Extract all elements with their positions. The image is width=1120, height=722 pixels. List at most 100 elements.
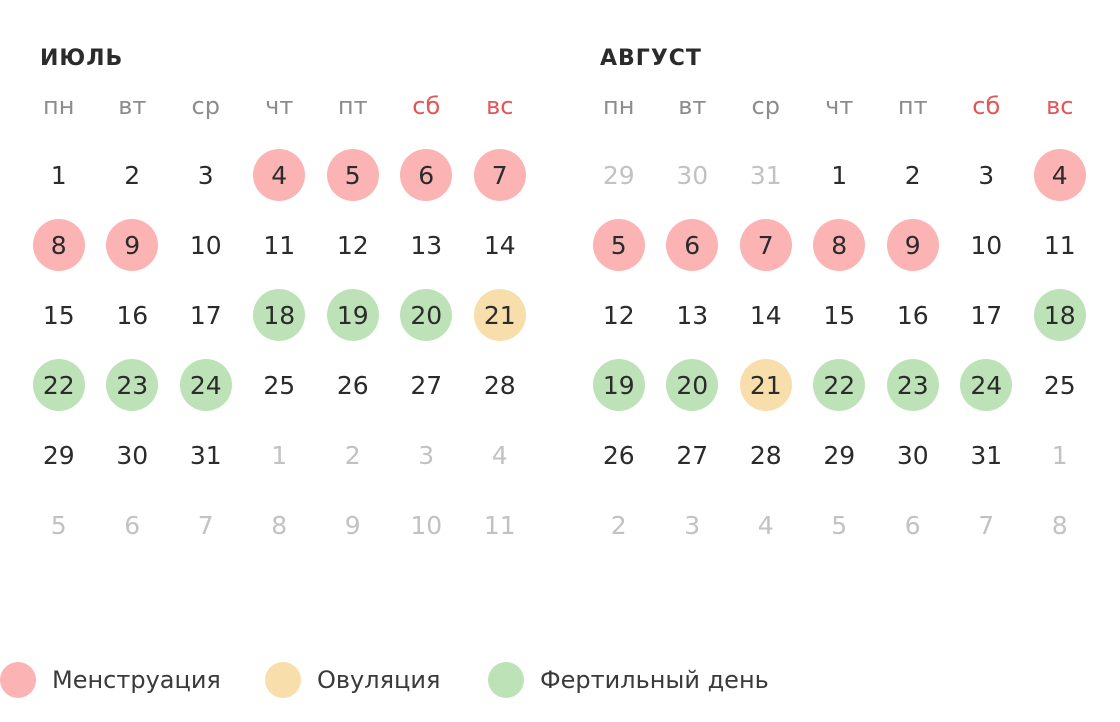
- day-cell-fertile[interactable]: 19: [582, 350, 656, 420]
- day-cell-other-month[interactable]: 11: [463, 490, 537, 560]
- day-cell[interactable]: 27: [390, 350, 464, 420]
- day-cell[interactable]: 11: [243, 210, 317, 280]
- day-cell[interactable]: 10: [169, 210, 243, 280]
- day-cell[interactable]: 30: [96, 420, 170, 490]
- day-cell-ovulation[interactable]: 21: [729, 350, 803, 420]
- day-cell[interactable]: 10: [950, 210, 1024, 280]
- day-cell-other-month[interactable]: 5: [803, 490, 877, 560]
- day-cell-other-month[interactable]: 3: [656, 490, 730, 560]
- day-number: 6: [400, 149, 453, 201]
- day-cell-other-month[interactable]: 1: [243, 420, 317, 490]
- day-cell[interactable]: 2: [876, 140, 950, 210]
- day-cell-other-month[interactable]: 7: [169, 490, 243, 560]
- day-cell-menstruation[interactable]: 7: [729, 210, 803, 280]
- day-cell-other-month[interactable]: 8: [1023, 490, 1097, 560]
- day-cell-fertile[interactable]: 24: [169, 350, 243, 420]
- day-cell-other-month[interactable]: 3: [390, 420, 464, 490]
- weekday-label: вт: [118, 92, 147, 120]
- legend-label: Менструация: [52, 666, 221, 694]
- day-cell[interactable]: 15: [22, 280, 96, 350]
- day-cell-other-month[interactable]: 5: [22, 490, 96, 560]
- day-cell[interactable]: 31: [950, 420, 1024, 490]
- day-cell[interactable]: 11: [1023, 210, 1097, 280]
- day-cell-fertile[interactable]: 20: [656, 350, 730, 420]
- day-cell-fertile[interactable]: 24: [950, 350, 1024, 420]
- day-cell-menstruation[interactable]: 8: [22, 210, 96, 280]
- day-cell-fertile[interactable]: 22: [22, 350, 96, 420]
- day-grid: 1 2 3 4 5 6 7 8 9 10 11 12 13 14 15 16 17 18 19 20 21 22 23 24 2…: [22, 140, 542, 560]
- day-cell-other-month[interactable]: 4: [463, 420, 537, 490]
- day-cell[interactable]: 30: [876, 420, 950, 490]
- day-cell-other-month[interactable]: 2: [316, 420, 390, 490]
- day-cell[interactable]: 17: [950, 280, 1024, 350]
- day-cell-fertile[interactable]: 19: [316, 280, 390, 350]
- day-cell-other-month[interactable]: 31: [729, 140, 803, 210]
- day-cell[interactable]: 14: [729, 280, 803, 350]
- day-cell[interactable]: 29: [22, 420, 96, 490]
- day-cell-other-month[interactable]: 29: [582, 140, 656, 210]
- day-cell-menstruation[interactable]: 4: [1023, 140, 1097, 210]
- day-cell-menstruation[interactable]: 7: [463, 140, 537, 210]
- day-cell[interactable]: 12: [582, 280, 656, 350]
- day-number: 1: [50, 160, 67, 190]
- day-number: 31: [189, 440, 222, 470]
- day-cell[interactable]: 1: [22, 140, 96, 210]
- day-number: 30: [896, 440, 929, 470]
- day-cell-other-month[interactable]: 1: [1023, 420, 1097, 490]
- day-cell-menstruation[interactable]: 6: [656, 210, 730, 280]
- day-cell[interactable]: 2: [96, 140, 170, 210]
- day-cell-fertile[interactable]: 20: [390, 280, 464, 350]
- day-cell[interactable]: 26: [582, 420, 656, 490]
- day-cell-menstruation[interactable]: 5: [316, 140, 390, 210]
- day-cell-menstruation[interactable]: 9: [876, 210, 950, 280]
- day-cell[interactable]: 15: [803, 280, 877, 350]
- day-cell-other-month[interactable]: 7: [950, 490, 1024, 560]
- day-cell-other-month[interactable]: 6: [876, 490, 950, 560]
- day-cell-other-month[interactable]: 9: [316, 490, 390, 560]
- day-cell-other-month[interactable]: 8: [243, 490, 317, 560]
- day-cell-fertile[interactable]: 18: [1023, 280, 1097, 350]
- day-cell[interactable]: 14: [463, 210, 537, 280]
- day-number: 18: [1033, 289, 1086, 341]
- day-cell-other-month[interactable]: 4: [729, 490, 803, 560]
- day-number: 31: [749, 160, 782, 190]
- day-cell[interactable]: 31: [169, 420, 243, 490]
- day-cell[interactable]: 16: [876, 280, 950, 350]
- month-title: ИЮЛЬ: [40, 46, 124, 71]
- day-cell[interactable]: 27: [656, 420, 730, 490]
- day-cell-fertile[interactable]: 23: [876, 350, 950, 420]
- day-cell-other-month[interactable]: 30: [656, 140, 730, 210]
- day-number: 12: [336, 230, 369, 260]
- day-number: 7: [473, 149, 526, 201]
- day-cell[interactable]: 13: [656, 280, 730, 350]
- day-cell[interactable]: 13: [390, 210, 464, 280]
- day-cell[interactable]: 26: [316, 350, 390, 420]
- day-number: 9: [344, 510, 361, 540]
- day-cell-other-month[interactable]: 2: [582, 490, 656, 560]
- day-number: 29: [823, 440, 856, 470]
- day-cell[interactable]: 28: [463, 350, 537, 420]
- day-cell-fertile[interactable]: 23: [96, 350, 170, 420]
- day-cell[interactable]: 3: [950, 140, 1024, 210]
- day-cell-other-month[interactable]: 10: [390, 490, 464, 560]
- day-cell-other-month[interactable]: 6: [96, 490, 170, 560]
- day-cell[interactable]: 28: [729, 420, 803, 490]
- day-number: 11: [483, 510, 516, 540]
- day-cell-menstruation[interactable]: 5: [582, 210, 656, 280]
- day-cell[interactable]: 29: [803, 420, 877, 490]
- day-cell-menstruation[interactable]: 9: [96, 210, 170, 280]
- day-cell-menstruation[interactable]: 6: [390, 140, 464, 210]
- day-cell[interactable]: 25: [1023, 350, 1097, 420]
- day-cell[interactable]: 17: [169, 280, 243, 350]
- day-cell-menstruation[interactable]: 4: [243, 140, 317, 210]
- day-cell[interactable]: 1: [803, 140, 877, 210]
- day-cell-ovulation[interactable]: 21: [463, 280, 537, 350]
- day-cell[interactable]: 12: [316, 210, 390, 280]
- day-cell[interactable]: 25: [243, 350, 317, 420]
- day-cell[interactable]: 3: [169, 140, 243, 210]
- day-cell-menstruation[interactable]: 8: [803, 210, 877, 280]
- day-cell-fertile[interactable]: 22: [803, 350, 877, 420]
- day-number: 2: [344, 440, 361, 470]
- day-cell[interactable]: 16: [96, 280, 170, 350]
- day-cell-fertile[interactable]: 18: [243, 280, 317, 350]
